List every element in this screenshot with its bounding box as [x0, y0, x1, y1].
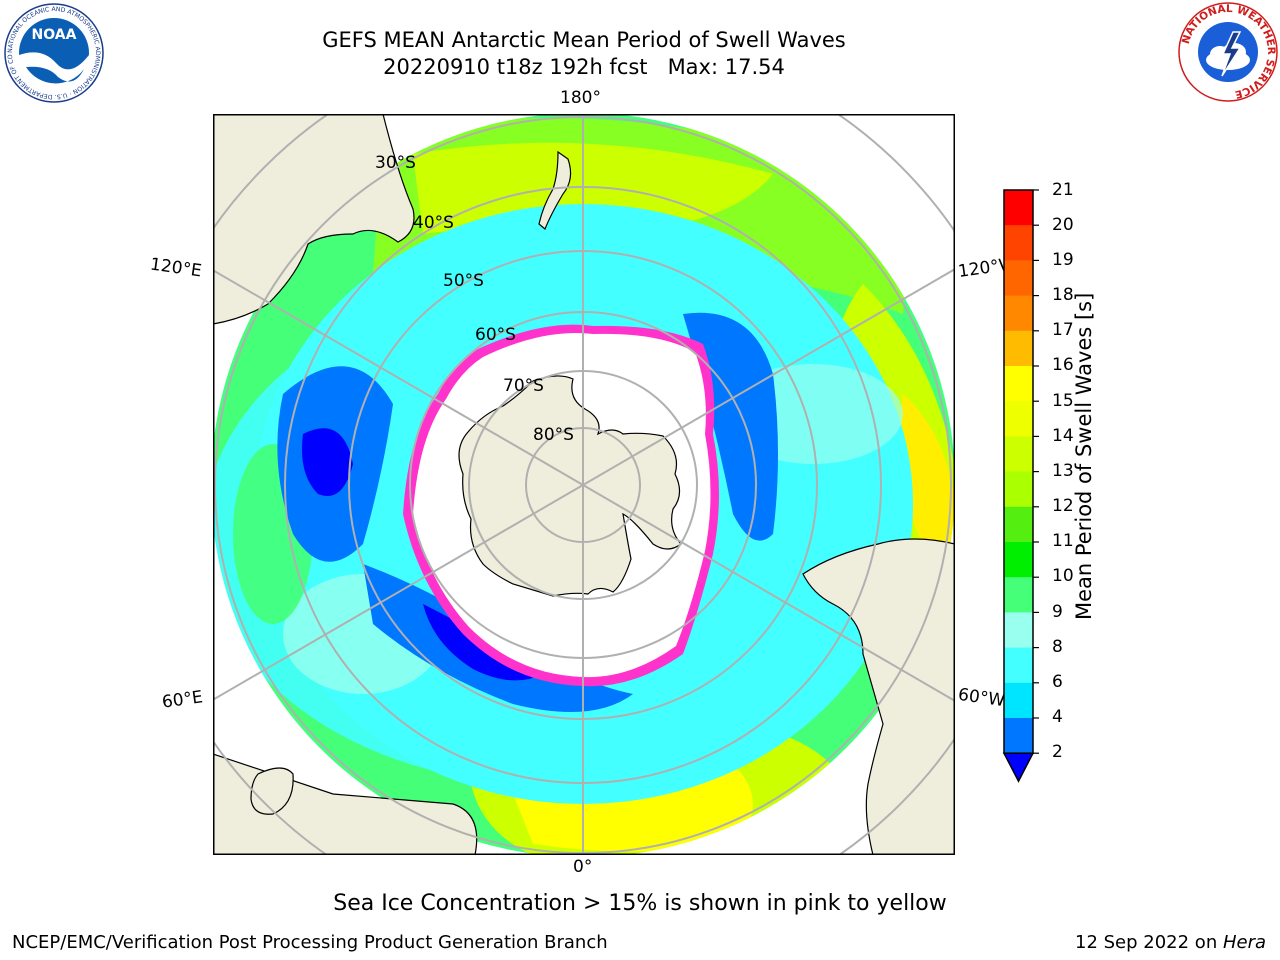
colorbar-segment — [1004, 225, 1033, 261]
colorbar-tick: 4 — [1052, 707, 1063, 727]
colorbar-segment — [1004, 506, 1033, 543]
colorbar-tick: 15 — [1052, 391, 1074, 411]
colorbar-tick: 18 — [1052, 285, 1074, 305]
colorbar-tick: 11 — [1052, 531, 1074, 551]
map-panel: 30°S 40°S 50°S 60°S 70°S 80°S — [213, 114, 955, 855]
colorbar-tick: 19 — [1052, 250, 1074, 270]
lon-label-60e: 60°E — [160, 687, 205, 713]
noaa-logo: NATIONAL OCEANIC AND ATMOSPHERIC ADMINIS… — [4, 3, 104, 103]
colorbar-tick: 2 — [1052, 742, 1063, 762]
colorbar-segment — [1004, 330, 1033, 367]
colorbar-segment — [1004, 612, 1033, 649]
polar-map: 30°S 40°S 50°S 60°S 70°S 80°S — [213, 114, 955, 855]
colorbar-segment — [1004, 718, 1033, 754]
page-title: GEFS MEAN Antarctic Mean Period of Swell… — [322, 28, 846, 52]
lat-label-50s: 50°S — [443, 271, 484, 291]
lon-label-60w: 60°W — [956, 684, 1007, 712]
sea-ice-note: Sea Ice Concentration > 15% is shown in … — [333, 891, 947, 916]
colorbar-segment — [1004, 647, 1033, 684]
colorbar-segment — [1004, 436, 1033, 473]
footer-date: 12 Sep 2022 on Hera — [1075, 932, 1266, 953]
australia — [213, 114, 415, 325]
land-masses — [213, 114, 955, 855]
colorbar-tick: 13 — [1052, 461, 1074, 481]
page-subtitle: 20220910 t18z 192h fcst Max: 17.54 — [383, 55, 785, 79]
colorbar-segment — [1004, 366, 1033, 402]
colorbar-segment — [1004, 295, 1033, 332]
new-zealand — [538, 150, 572, 230]
colorbar-label: Mean Period of Swell Waves [s] — [1072, 292, 1096, 620]
colorbar-segment — [1004, 260, 1033, 297]
colorbar-tick: 17 — [1052, 320, 1074, 340]
colorbar-tick: 6 — [1052, 672, 1063, 692]
footer-date-text: 12 Sep 2022 on — [1075, 932, 1223, 953]
colorbar-tick: 10 — [1052, 566, 1074, 586]
colorbar-tick: 12 — [1052, 496, 1074, 516]
colorbar-tick: 20 — [1052, 215, 1074, 235]
footer-credit: NCEP/EMC/Verification Post Processing Pr… — [12, 932, 608, 953]
colorbar — [1002, 189, 1039, 783]
lat-label-80s: 80°S — [533, 425, 574, 445]
colorbar-segment — [1004, 577, 1033, 613]
lat-label-30s: 30°S — [375, 153, 416, 173]
lat-label-60s: 60°S — [475, 325, 516, 345]
colorbar-tick: 8 — [1052, 637, 1063, 657]
lon-label-0: 0° — [573, 857, 593, 877]
colorbar-tick: 9 — [1052, 602, 1063, 622]
colorbar-segment — [1004, 542, 1033, 578]
map-frame — [213, 114, 955, 855]
lat-label-70s: 70°S — [503, 376, 544, 396]
footer-host: Hera — [1222, 932, 1266, 953]
colorbar-segment — [1004, 401, 1033, 437]
colorbar-tick: 21 — [1052, 180, 1074, 200]
south-america — [802, 538, 955, 855]
nws-logo: NATIONAL WEATHER SERVICE — [1178, 2, 1278, 102]
colorbar-segment — [1004, 190, 1033, 226]
colorbar-tick: 16 — [1052, 355, 1074, 375]
lon-label-120e: 120°E — [148, 254, 203, 282]
antarctica — [458, 375, 682, 597]
colorbar-segment — [1004, 682, 1033, 719]
svg-text:NOAA: NOAA — [32, 27, 77, 43]
graticule — [213, 114, 955, 855]
lat-label-40s: 40°S — [413, 213, 454, 233]
colorbar-segment — [1004, 471, 1033, 508]
colorbar-tick: 14 — [1052, 426, 1074, 446]
lon-label-180: 180° — [560, 88, 601, 108]
colorbar-extend-arrow — [1002, 752, 1035, 783]
